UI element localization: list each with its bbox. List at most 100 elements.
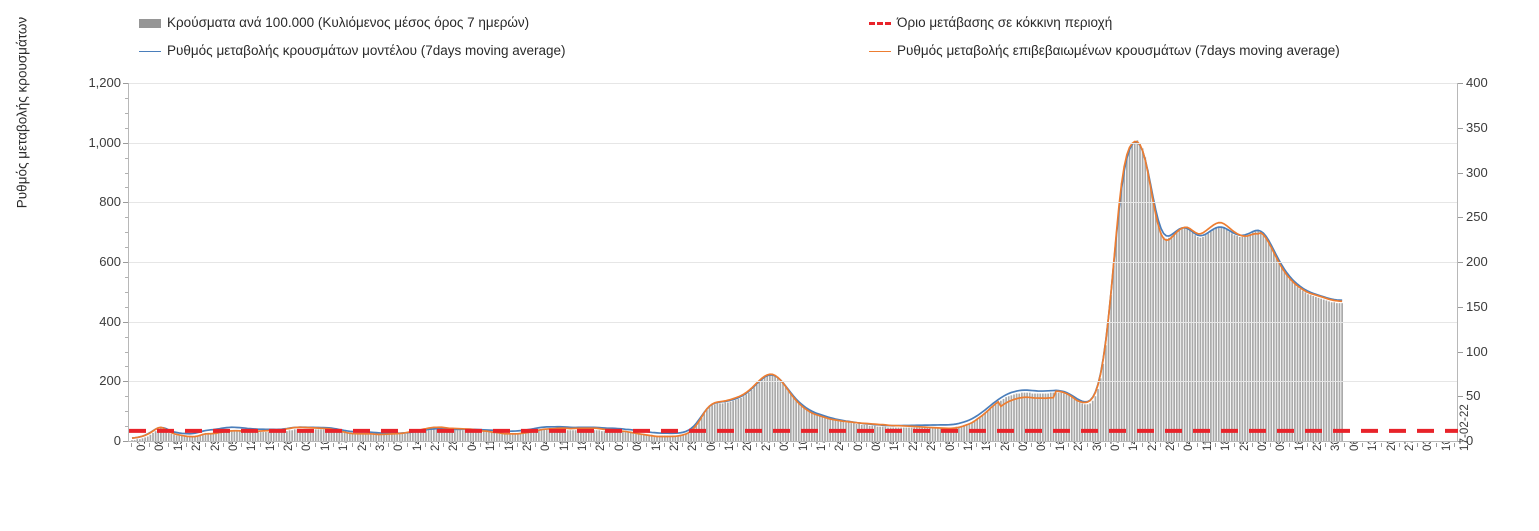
bar: [480, 431, 482, 441]
legend-label-threshold: Όριο μετάβασης σε κόκκινη περιοχή: [897, 15, 1113, 30]
bar: [939, 427, 942, 441]
bar: [779, 380, 782, 441]
bar: [1063, 393, 1065, 441]
bar: [433, 429, 435, 441]
y-axis-left-minor-tick: [125, 217, 128, 219]
bar: [716, 403, 719, 441]
y-axis-left-tick-label: 1,200: [88, 75, 121, 90]
bar: [538, 430, 540, 441]
gridline: [129, 202, 1457, 204]
x-axis-minor-tick: [1241, 443, 1243, 445]
x-axis-tick: [682, 443, 684, 447]
x-axis-minor-tick: [432, 443, 434, 445]
bar: [335, 430, 338, 441]
bar: [1073, 398, 1076, 441]
bar: [141, 438, 144, 441]
y-axis-left-minor-tick: [125, 172, 128, 174]
bar: [934, 427, 937, 441]
x-axis-minor-tick: [800, 443, 802, 445]
bar: [784, 386, 787, 441]
bar: [223, 431, 225, 441]
x-axis-minor-tick: [469, 443, 471, 445]
y-axis-left-minor-tick: [125, 187, 128, 189]
legend-label-cases-bars: Κρούσματα ανά 100.000 (Κυλιόμενος μέσος …: [167, 15, 530, 30]
x-axis-minor-tick: [1002, 443, 1004, 445]
x-axis-minor-tick: [175, 443, 177, 445]
legend-item-threshold[interactable]: Όριο μετάβασης σε κόκκινη περιοχή: [869, 16, 1112, 30]
bar: [1144, 157, 1147, 441]
bar: [304, 429, 307, 441]
y-axis-right-tick-label: 350: [1466, 119, 1488, 135]
y-axis-left-minor-tick: [125, 351, 128, 353]
x-axis-tick-label: 17-02-22: [1459, 404, 1471, 451]
x-axis-tick: [1196, 443, 1198, 447]
x-axis-minor-tick: [359, 443, 361, 445]
bar: [574, 430, 577, 441]
bar: [577, 430, 580, 441]
x-axis-tick: [1086, 443, 1088, 447]
bar: [1123, 166, 1126, 441]
bar: [1238, 236, 1241, 441]
bar: [265, 432, 267, 441]
bar: [136, 439, 139, 441]
x-axis-tick: [1049, 443, 1051, 447]
bar: [766, 375, 769, 441]
gray-bar-swatch-icon: [139, 18, 161, 28]
x-axis-minor-tick: [910, 443, 912, 445]
bar: [619, 432, 622, 441]
x-axis-minor-tick: [341, 443, 342, 445]
bar: [1341, 303, 1343, 441]
bar: [1304, 292, 1307, 441]
bar: [1241, 236, 1244, 441]
bar: [472, 430, 475, 441]
bar: [152, 432, 154, 441]
bar: [1076, 400, 1078, 441]
bar: [524, 432, 527, 441]
bar: [916, 427, 918, 441]
y-axis-left-minor-tick: [125, 157, 128, 159]
x-axis-tick: [149, 443, 151, 447]
y-axis-left-tick: [123, 441, 128, 442]
bar: [527, 432, 530, 441]
bar: [157, 429, 160, 441]
bar: [792, 397, 795, 441]
legend-item-cases-bars[interactable]: Κρούσματα ανά 100.000 (Κυλιόμενος μέσος …: [139, 16, 529, 30]
bar: [640, 433, 643, 441]
bar: [364, 432, 367, 441]
bar: [687, 432, 690, 441]
x-axis-tick: [1270, 443, 1272, 447]
bar: [1060, 392, 1063, 441]
x-axis-minor-tick: [671, 443, 673, 445]
bar: [475, 430, 477, 441]
bar: [362, 432, 364, 441]
legend-item-model-rate[interactable]: Ρυθμός μεταβολής κρουσμάτων μοντέλου (7d…: [139, 44, 566, 58]
bar: [813, 413, 816, 441]
bar: [1018, 393, 1021, 441]
x-axis-tick: [204, 443, 206, 447]
bar: [559, 429, 561, 441]
orange-line-swatch-icon: [869, 50, 891, 52]
bar: [622, 432, 624, 441]
bar: [1128, 147, 1131, 441]
y-axis-right-tick: [1458, 351, 1463, 353]
bar: [740, 398, 742, 441]
bar: [1217, 227, 1220, 441]
x-axis-tick: [1398, 443, 1400, 447]
x-axis-minor-tick: [965, 443, 967, 445]
x-axis-minor-tick: [230, 443, 232, 445]
bar: [876, 426, 879, 441]
y-axis-left-tick: [123, 83, 128, 84]
bar: [593, 430, 595, 441]
bar: [585, 430, 587, 441]
x-axis-tick: [1343, 443, 1345, 447]
x-axis-tick: [1307, 443, 1308, 447]
bar: [236, 430, 238, 441]
y-axis-left-tick: [123, 262, 128, 263]
bar: [367, 432, 370, 441]
bar: [1336, 303, 1338, 441]
bar: [1283, 271, 1286, 441]
legend-item-confirmed-rate[interactable]: Ρυθμός μεταβολής επιβεβαιωμένων κρουσμάτ…: [869, 44, 1340, 58]
x-axis-tick: [131, 443, 132, 447]
x-axis-tick: [976, 443, 978, 447]
bar: [183, 436, 186, 441]
